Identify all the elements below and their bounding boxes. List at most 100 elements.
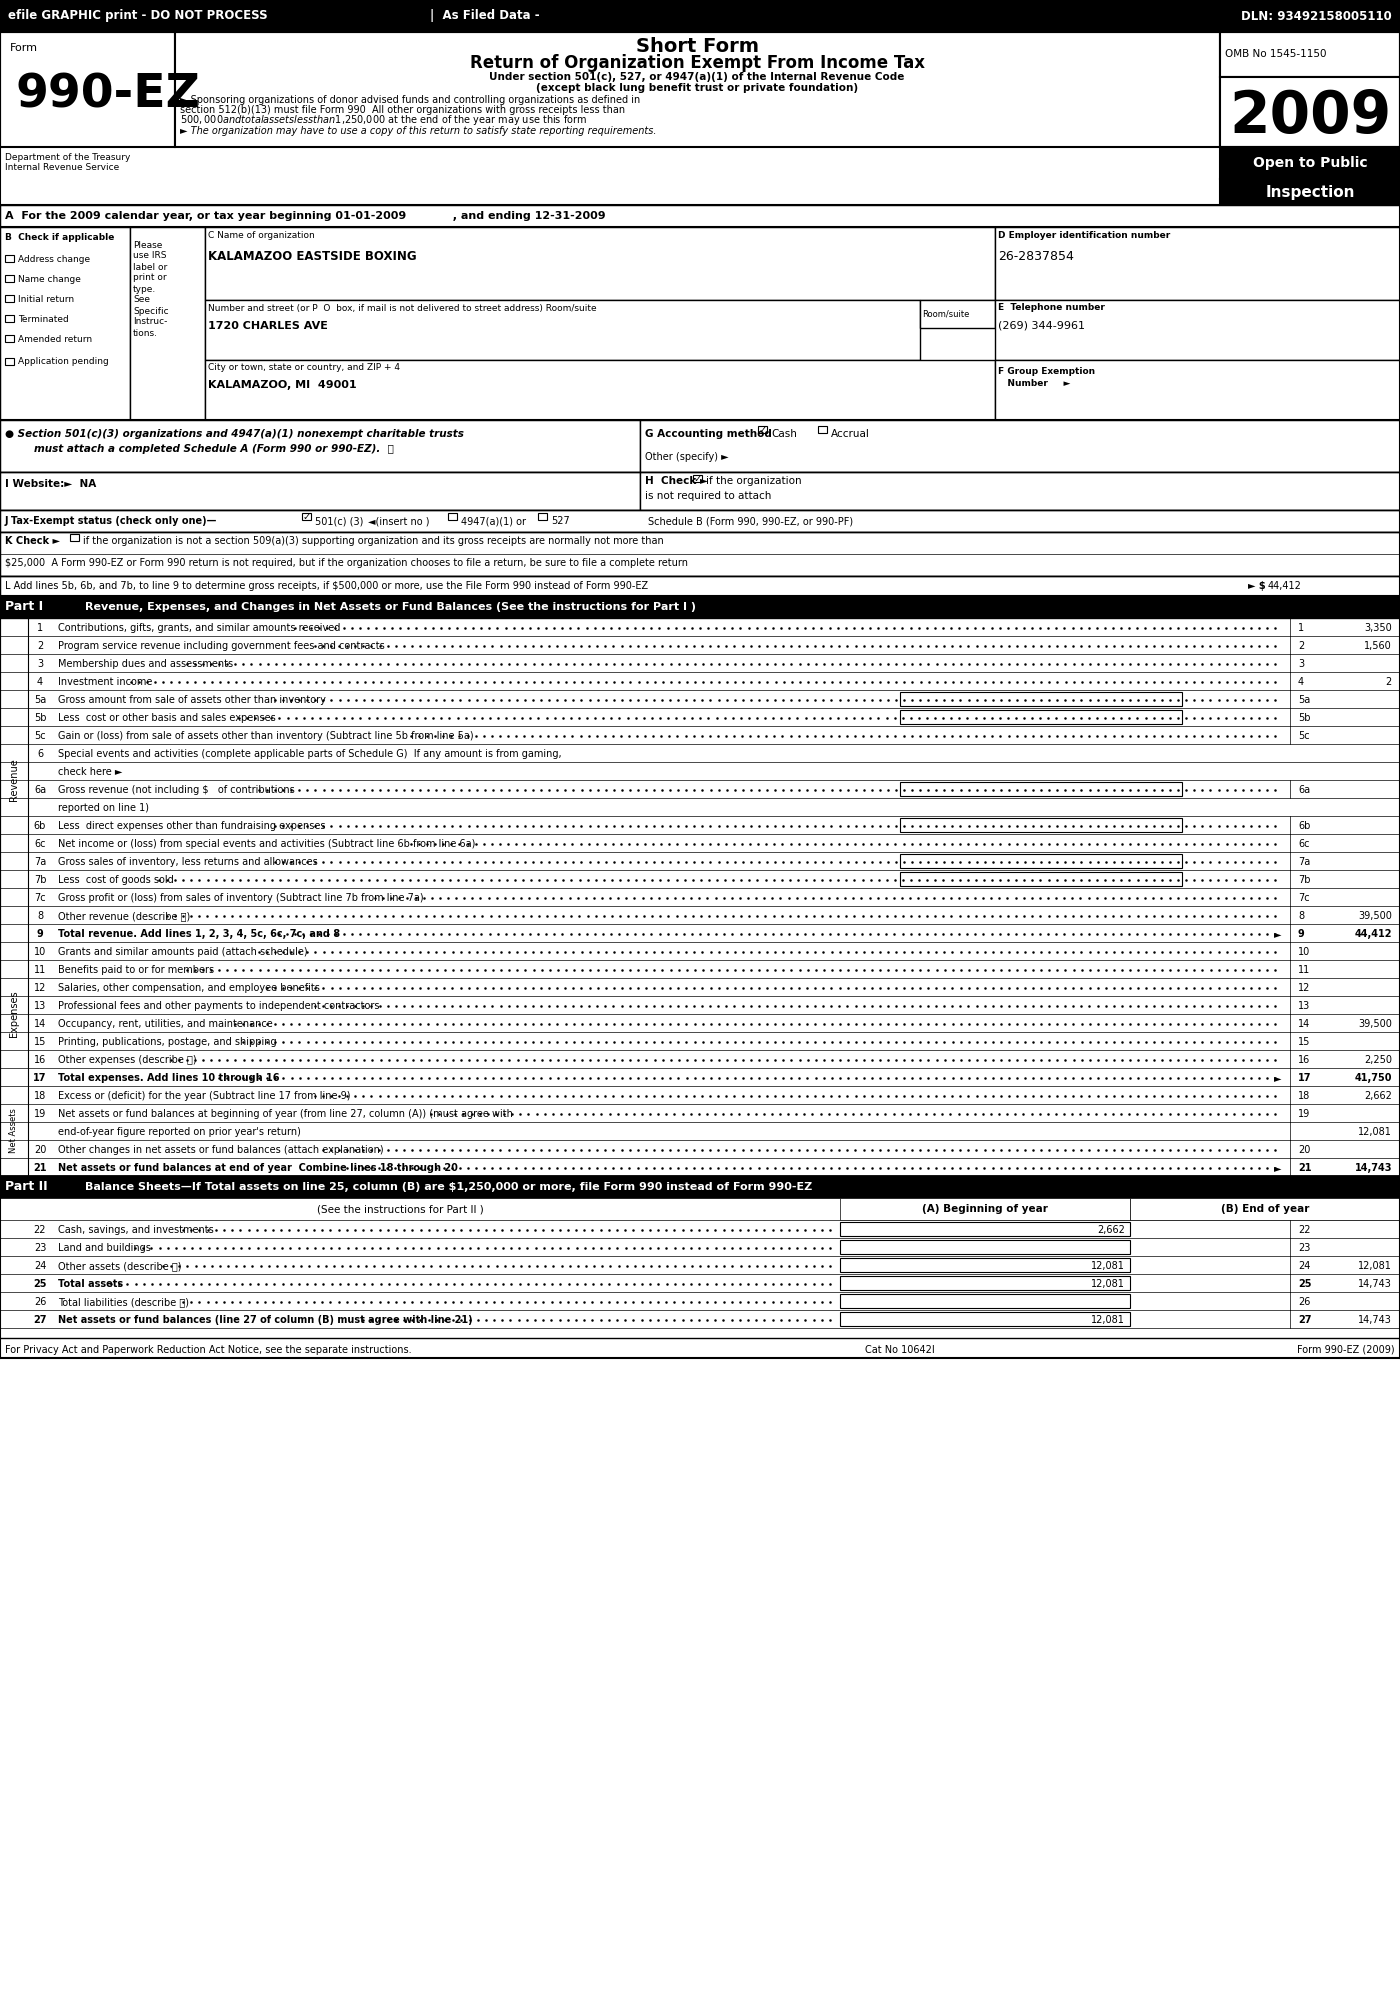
- Text: 12: 12: [1298, 984, 1310, 994]
- Text: 5c: 5c: [34, 730, 46, 740]
- Text: Part II: Part II: [6, 1181, 48, 1193]
- Text: 1: 1: [36, 622, 43, 632]
- Text: K Check ►: K Check ►: [6, 537, 60, 547]
- Text: 16: 16: [1298, 1055, 1310, 1065]
- Text: 14,743: 14,743: [1358, 1279, 1392, 1289]
- Text: 13: 13: [1298, 1001, 1310, 1011]
- Text: 14,743: 14,743: [1358, 1315, 1392, 1325]
- Text: E  Telephone number: E Telephone number: [998, 303, 1105, 313]
- Text: Less  cost of goods sold: Less cost of goods sold: [57, 876, 174, 886]
- Text: Salaries, other compensation, and employee benefits: Salaries, other compensation, and employ…: [57, 984, 319, 994]
- Bar: [204, 299, 920, 359]
- Text: 2,662: 2,662: [1364, 1091, 1392, 1101]
- Text: Membership dues and assessments: Membership dues and assessments: [57, 658, 234, 668]
- Text: ✓: ✓: [302, 513, 311, 523]
- Bar: [900, 854, 1182, 868]
- Text: 41,750: 41,750: [1355, 1073, 1392, 1083]
- Text: 14: 14: [1298, 1019, 1310, 1029]
- Bar: [840, 1241, 1130, 1255]
- Text: Professional fees and other payments to independent contractors: Professional fees and other payments to …: [57, 1001, 379, 1011]
- Bar: [900, 692, 1182, 706]
- Text: is not required to attach: is not required to attach: [645, 491, 771, 501]
- Text: Cash: Cash: [771, 429, 797, 439]
- Bar: [900, 872, 1182, 886]
- Text: Cat No 10642I: Cat No 10642I: [865, 1345, 935, 1355]
- Text: 11: 11: [34, 966, 46, 976]
- Bar: [0, 597, 1400, 618]
- Text: B  Check if applicable: B Check if applicable: [6, 233, 115, 241]
- Text: 7b: 7b: [1298, 876, 1310, 886]
- Text: 5a: 5a: [1298, 694, 1310, 704]
- Bar: [995, 299, 1400, 359]
- Text: 990-EZ: 990-EZ: [15, 72, 200, 118]
- Bar: [0, 511, 1400, 533]
- Text: Less  direct expenses other than fundraising expenses: Less direct expenses other than fundrais…: [57, 822, 325, 832]
- Text: Investment income: Investment income: [57, 676, 153, 686]
- Bar: [6, 315, 14, 321]
- Text: 15: 15: [34, 1037, 46, 1047]
- Bar: [920, 299, 995, 327]
- Text: 22: 22: [34, 1225, 46, 1235]
- Bar: [0, 421, 640, 473]
- Text: Terminated: Terminated: [18, 315, 69, 323]
- Bar: [818, 427, 827, 433]
- Text: Specific: Specific: [133, 307, 168, 315]
- Text: G Accounting method: G Accounting method: [645, 429, 771, 439]
- Text: 5c: 5c: [1298, 730, 1309, 740]
- Text: ► Sponsoring organizations of donor advised funds and controlling organizations : ► Sponsoring organizations of donor advi…: [181, 96, 640, 106]
- Text: 6c: 6c: [1298, 840, 1309, 850]
- Bar: [0, 32, 175, 148]
- Bar: [6, 357, 14, 365]
- Text: efile GRAPHIC print - DO NOT PROCESS: efile GRAPHIC print - DO NOT PROCESS: [8, 10, 267, 22]
- Text: KALAMAZOO, MI  49001: KALAMAZOO, MI 49001: [209, 379, 357, 389]
- Text: 21: 21: [34, 1163, 46, 1173]
- Bar: [840, 1277, 1130, 1291]
- Text: Internal Revenue Service: Internal Revenue Service: [6, 164, 119, 172]
- Text: 501(c) (3): 501(c) (3): [315, 517, 364, 527]
- Text: 4947(a)(1) or: 4947(a)(1) or: [461, 517, 526, 527]
- Text: 12,081: 12,081: [1358, 1261, 1392, 1271]
- Text: 26: 26: [34, 1297, 46, 1307]
- Text: Other expenses (describe 📎): Other expenses (describe 📎): [57, 1055, 196, 1065]
- Text: 7b: 7b: [34, 876, 46, 886]
- Text: KALAMAZOO EASTSIDE BOXING: KALAMAZOO EASTSIDE BOXING: [209, 249, 417, 263]
- Bar: [130, 227, 204, 447]
- Text: ► The organization may have to use a copy of this return to satisfy state report: ► The organization may have to use a cop…: [181, 126, 657, 136]
- Text: Initial return: Initial return: [18, 295, 74, 303]
- Bar: [175, 32, 1219, 148]
- Bar: [840, 1223, 1130, 1237]
- Text: Room/suite: Room/suite: [923, 309, 969, 319]
- Text: Benefits paid to or for members: Benefits paid to or for members: [57, 966, 214, 976]
- Text: Other assets (describe 📎): Other assets (describe 📎): [57, 1261, 182, 1271]
- Text: 7c: 7c: [34, 894, 46, 904]
- Text: $25,000  A Form 990-EZ or Form 990 return is not required, but if the organizati: $25,000 A Form 990-EZ or Form 990 return…: [6, 559, 687, 569]
- Text: Net income or (loss) from special events and activities (Subtract line 6b from l: Net income or (loss) from special events…: [57, 840, 476, 850]
- Text: Short Form: Short Form: [636, 36, 759, 56]
- Text: 9: 9: [1298, 930, 1305, 940]
- Text: 5b: 5b: [1298, 712, 1310, 722]
- Text: 8: 8: [1298, 912, 1305, 922]
- Bar: [900, 710, 1182, 724]
- Text: Contributions, gifts, grants, and similar amounts received: Contributions, gifts, grants, and simila…: [57, 622, 340, 632]
- Text: OMB No 1545-1150: OMB No 1545-1150: [1225, 50, 1327, 60]
- Text: 12,081: 12,081: [1358, 1127, 1392, 1137]
- Text: Revenue: Revenue: [8, 758, 20, 802]
- Text: 11: 11: [1298, 966, 1310, 976]
- Text: Net Assets: Net Assets: [10, 1109, 18, 1153]
- Text: 6a: 6a: [1298, 784, 1310, 794]
- Text: (B) End of year: (B) End of year: [1221, 1205, 1309, 1215]
- Text: Application pending: Application pending: [18, 357, 109, 367]
- Text: 22: 22: [1298, 1225, 1310, 1235]
- Text: 6c: 6c: [34, 840, 46, 850]
- Text: 12,081: 12,081: [1091, 1315, 1126, 1325]
- Bar: [640, 473, 1400, 511]
- Text: 17: 17: [1298, 1073, 1312, 1083]
- Text: Total expenses. Add lines 10 through 16: Total expenses. Add lines 10 through 16: [57, 1073, 280, 1083]
- Text: Address change: Address change: [18, 255, 90, 263]
- Text: Return of Organization Exempt From Income Tax: Return of Organization Exempt From Incom…: [469, 54, 924, 72]
- Text: 8: 8: [36, 912, 43, 922]
- Text: type.: type.: [133, 285, 157, 293]
- Text: print or: print or: [133, 273, 167, 283]
- Text: 20: 20: [1298, 1145, 1310, 1155]
- Text: Number and street (or P  O  box, if mail is not delivered to street address) Roo: Number and street (or P O box, if mail i…: [209, 303, 596, 313]
